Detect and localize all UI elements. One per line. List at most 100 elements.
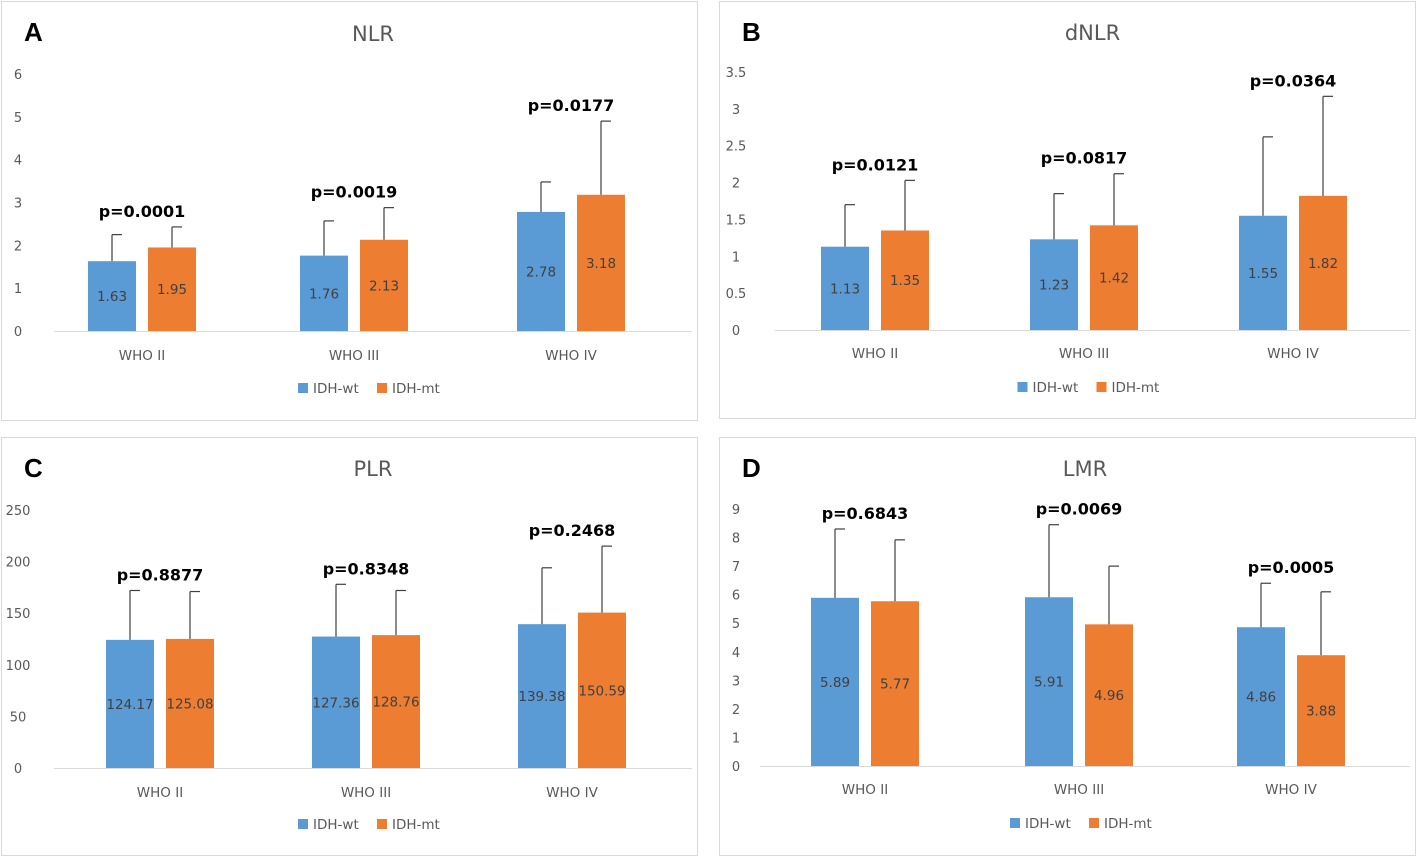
p-value-label: p=0.0069	[1036, 500, 1123, 519]
y-tick-label: 150	[6, 607, 31, 622]
chart-panel-c: C PLR 0 50 100 150 200 250 124.17 127.36 139.38 125…	[1, 437, 698, 856]
bar-idh-mt-1	[881, 230, 929, 330]
chart-title: NLR	[352, 22, 394, 46]
y-tick-label: 7	[732, 560, 740, 575]
bar-idh-wt-2	[312, 636, 360, 768]
chart-title: PLR	[354, 457, 393, 481]
bar-idh-mt-3	[1297, 655, 1345, 766]
legend-swatch-idh-mt	[1096, 382, 1107, 392]
chart-title: dNLR	[1065, 21, 1120, 45]
data-label: 1.82	[1308, 256, 1338, 272]
y-tick-label: 4	[732, 646, 740, 661]
legend: IDH-wt IDH-mt	[298, 381, 440, 397]
data-label: 128.76	[372, 695, 419, 711]
y-tick-label: 1	[732, 731, 740, 746]
p-value-label: p=0.8348	[323, 559, 410, 578]
bar-idh-wt-1	[88, 261, 136, 331]
bar-idh-wt-3	[1239, 215, 1287, 330]
data-label: 150.59	[578, 683, 625, 699]
x-category-label: WHO II	[852, 346, 898, 362]
y-tick-label: 1	[14, 282, 22, 297]
bar-idh-wt-2	[300, 255, 348, 331]
data-label: 1.23	[1039, 278, 1069, 294]
data-label: 5.89	[820, 675, 850, 691]
data-label: 124.17	[106, 697, 153, 713]
data-label: 1.42	[1099, 271, 1129, 287]
p-value-label: p=0.0177	[528, 96, 615, 115]
legend-label: IDH-wt	[1033, 380, 1079, 396]
y-tick-label: 0.5	[726, 287, 747, 302]
p-value-label: p=0.0005	[1248, 558, 1335, 577]
panel-label: D	[742, 453, 761, 483]
x-category-label: WHO IV	[546, 785, 598, 801]
legend-label: IDH-wt	[313, 381, 359, 397]
bar-idh-mt-2	[1090, 225, 1138, 330]
data-label: 5.77	[880, 677, 910, 693]
bar-idh-wt-1	[821, 246, 869, 330]
bar-idh-wt-3	[517, 211, 565, 331]
x-category-label: WHO IV	[545, 348, 597, 364]
legend-swatch-idh-wt	[298, 383, 308, 393]
p-value-label: p=0.0001	[99, 202, 186, 221]
y-tick-label: 5	[14, 111, 22, 126]
y-tick-label: 200	[6, 556, 31, 571]
y-tick-label: 2	[732, 177, 740, 192]
y-tick-label: 1	[732, 250, 740, 265]
legend-label: IDH-wt	[1025, 816, 1071, 832]
x-category-label: WHO III	[1059, 346, 1109, 362]
chart-title: LMR	[1063, 457, 1107, 481]
y-tick-label: 8	[732, 532, 740, 547]
data-label: 5.91	[1034, 675, 1064, 691]
p-value-label: p=0.0019	[311, 183, 398, 202]
x-category-label: WHO III	[329, 348, 379, 364]
bar-idh-wt-2	[1030, 239, 1078, 330]
bar-idh-mt-3	[1299, 195, 1347, 330]
legend: IDH-wt IDH-mt	[1010, 816, 1152, 832]
bar-idh-mt-2	[372, 635, 420, 768]
data-label: 1.13	[830, 281, 860, 297]
legend-label: IDH-mt	[1104, 816, 1152, 832]
data-label: 3.88	[1306, 704, 1336, 720]
data-label: 127.36	[312, 695, 359, 711]
bar-idh-mt-3	[578, 612, 626, 768]
y-tick-label: 9	[732, 503, 740, 518]
y-tick-label: 50	[10, 710, 27, 725]
x-category-label: WHO II	[842, 782, 888, 798]
x-category-label: WHO II	[119, 348, 165, 364]
data-label: 4.96	[1094, 688, 1124, 704]
x-category-label: WHO IV	[1265, 782, 1317, 798]
data-label: 1.76	[309, 286, 339, 302]
y-tick-label: 3	[732, 674, 740, 689]
y-tick-label: 3	[14, 197, 22, 212]
data-label: 2.78	[526, 264, 556, 280]
y-tick-label: 250	[6, 504, 31, 519]
data-label: 139.38	[518, 689, 565, 705]
chart-d: D LMR 0 1 2 3 4 5 6 7 8 9 5.89 5.91 4.86 5.77 4.96 3.88 p=…	[732, 453, 1410, 832]
legend-label: IDH-wt	[313, 817, 359, 833]
legend-label: IDH-mt	[392, 381, 440, 397]
y-tick-label: 6	[732, 589, 740, 604]
p-value-label: p=0.0817	[1041, 149, 1128, 168]
bar-idh-mt-1	[148, 247, 196, 331]
data-label: 1.55	[1248, 266, 1278, 282]
data-label: 1.35	[890, 273, 920, 289]
y-tick-label: 2	[732, 703, 740, 718]
legend-swatch-idh-mt	[377, 819, 387, 829]
p-value-label: p=0.2468	[529, 521, 616, 540]
chart-panel-a: A NLR 0 1 2 3 4 5 6 1.63 1.76 2.78 1.95 2.13 3.18 p=0.0…	[1, 1, 698, 421]
data-label: 2.13	[369, 278, 399, 294]
p-value-label: p=0.6843	[822, 504, 909, 523]
y-tick-label: 0	[732, 324, 740, 339]
legend: IDH-wt IDH-mt	[298, 817, 440, 833]
y-tick-label: 0	[14, 762, 22, 777]
legend-swatch-idh-mt	[1089, 818, 1099, 828]
data-label: 1.63	[97, 289, 127, 305]
legend-swatch-idh-wt	[1017, 382, 1028, 392]
p-value-label: p=0.8877	[117, 565, 204, 584]
bar-idh-mt-1	[166, 638, 214, 768]
chart-c: C PLR 0 50 100 150 200 250 124.17 127.36 139.38 125…	[6, 453, 692, 833]
bar-idh-mt-3	[577, 194, 625, 331]
bar-idh-mt-1	[871, 601, 919, 766]
legend-swatch-idh-wt	[298, 819, 308, 829]
